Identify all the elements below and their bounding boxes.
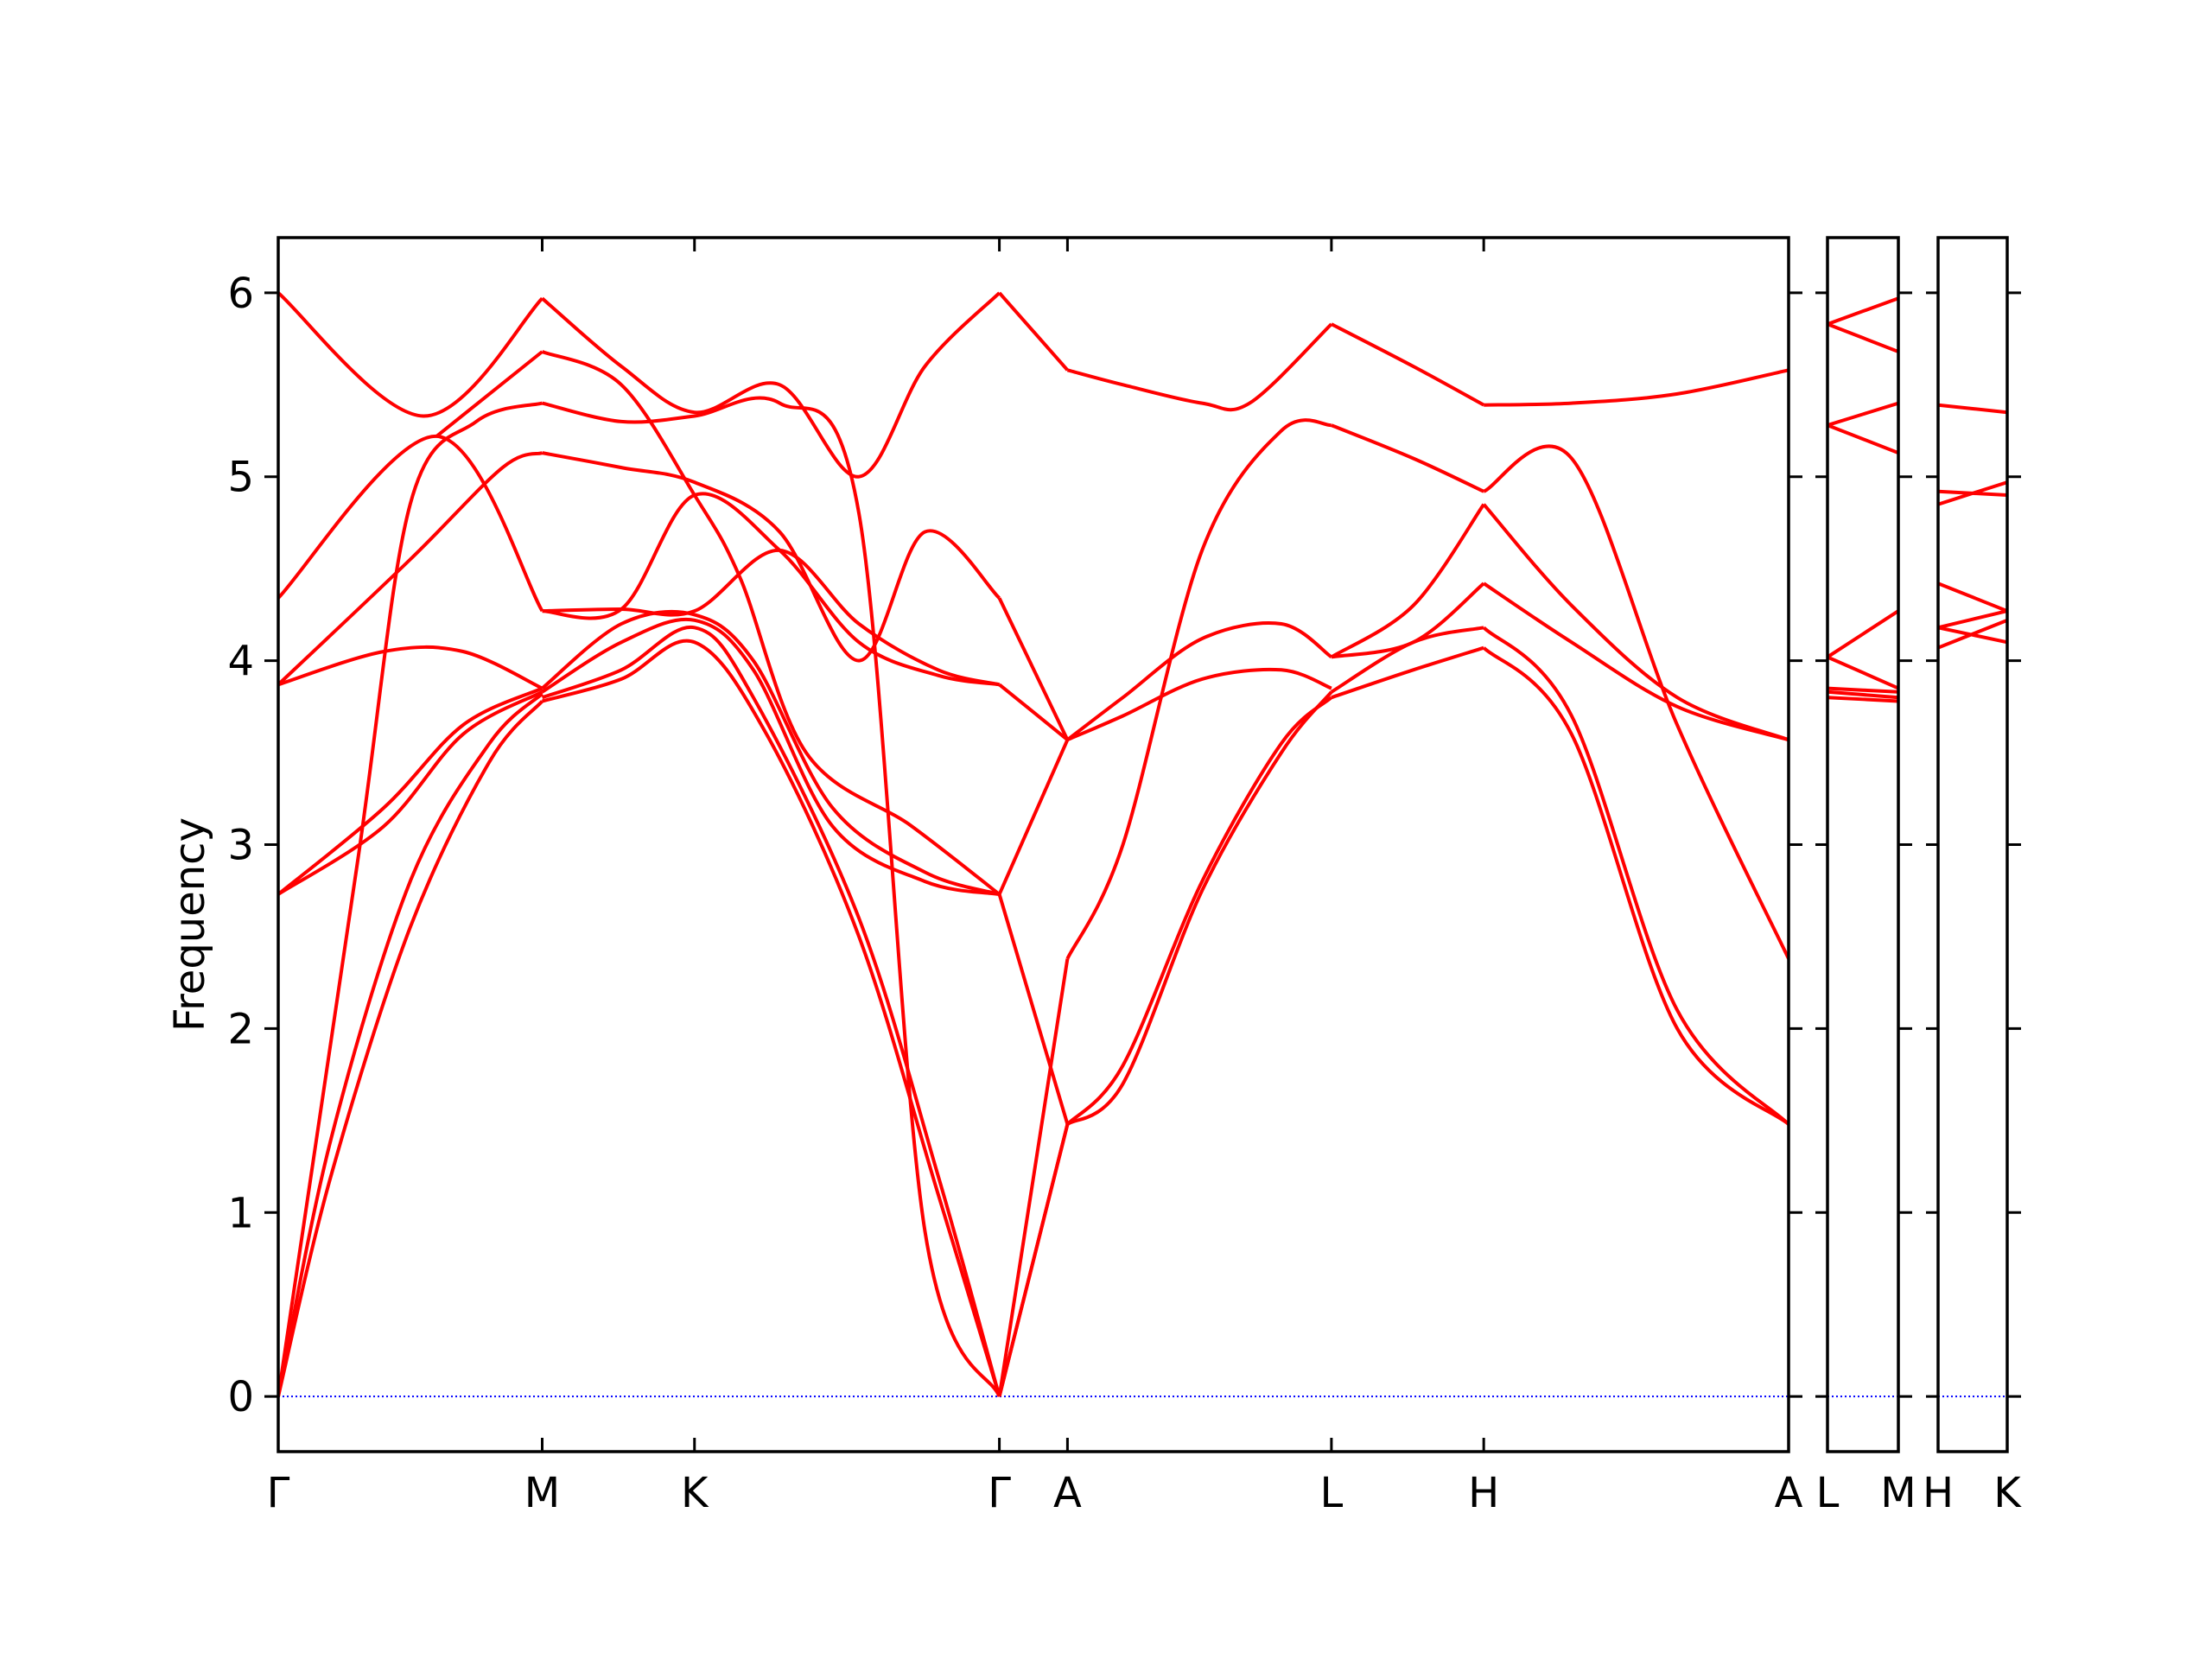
band-line (997, 597, 1070, 741)
band-line (1827, 296, 1898, 326)
band-line (1938, 582, 2007, 613)
y-tick-label: 2 (227, 1005, 254, 1053)
band-line (278, 690, 543, 896)
y-tick-label: 3 (227, 822, 254, 870)
band-line (997, 893, 1070, 1125)
band-line (1331, 645, 1484, 700)
panel-frame (1826, 236, 1900, 1453)
band-line (1827, 322, 1898, 353)
band-line (997, 1123, 1070, 1397)
band-line (997, 739, 1070, 895)
band-line (1938, 403, 2007, 415)
band-line (1482, 503, 1789, 742)
x-tick-label: Γ (988, 1469, 1011, 1517)
y-tick-label: 4 (227, 638, 254, 686)
band-line (278, 401, 543, 1397)
x-tick-label: L (1320, 1469, 1344, 1517)
band-line (542, 492, 1000, 687)
x-tick-label: M (524, 1469, 560, 1517)
band-line (541, 609, 1001, 896)
band-line (278, 645, 543, 690)
panel-frame (276, 236, 1790, 1453)
x-tick-label: A (1053, 1469, 1082, 1517)
y-tick-label: 5 (227, 454, 254, 502)
band-line (1827, 690, 1898, 700)
band-line (997, 958, 1070, 1397)
x-tick-label: K (1993, 1469, 2022, 1517)
band-line (541, 291, 1001, 479)
band-line (542, 396, 1001, 1397)
band-line (541, 639, 1001, 1397)
band-line (1066, 667, 1332, 742)
x-tick-label: K (681, 1469, 709, 1517)
band-line (1330, 322, 1485, 407)
band-line (542, 451, 1001, 663)
y-tick-label: 1 (227, 1189, 254, 1237)
band-line (1483, 582, 1789, 742)
band-line (1827, 609, 1898, 659)
band-line (1065, 418, 1332, 960)
band-line (998, 291, 1069, 372)
panel-frame (1936, 236, 2009, 1453)
band-line (278, 434, 544, 613)
band-line (1938, 626, 2007, 645)
band-line (1827, 686, 1898, 694)
band-line (278, 686, 543, 896)
band-line (1066, 690, 1333, 1126)
band-line (1066, 322, 1333, 412)
x-tick-label: A (1775, 1469, 1803, 1517)
band-line (278, 692, 543, 1397)
band-line (278, 451, 543, 686)
band-line (1938, 609, 2007, 630)
bands (278, 291, 1789, 1397)
band-line (1482, 626, 1789, 1126)
bands (1938, 403, 2007, 650)
band-line (1827, 423, 1898, 454)
band-line (1827, 655, 1898, 690)
x-tick-label: H (1923, 1469, 1954, 1517)
band-line (1066, 621, 1333, 741)
band-line (541, 625, 1001, 1397)
bands (1827, 296, 1898, 703)
band-line (278, 291, 543, 418)
y-axis-label: Frequency (166, 817, 214, 1032)
band-line (435, 350, 543, 438)
band-line (1827, 696, 1898, 703)
band-line (1827, 401, 1898, 428)
x-tick-label: M (1880, 1469, 1916, 1517)
band-line (1330, 503, 1485, 659)
band-line (1482, 646, 1789, 1126)
band-line (1938, 489, 2007, 497)
x-tick-label: Γ (267, 1469, 290, 1517)
band-line (1065, 696, 1333, 1126)
band-line (541, 617, 1000, 896)
band-line (1331, 423, 1485, 493)
band-line (1331, 582, 1485, 659)
y-tick-label: 6 (227, 270, 254, 318)
x-tick-label: H (1468, 1469, 1499, 1517)
band-line (1484, 368, 1789, 407)
y-tick-label: 0 (227, 1373, 254, 1421)
band-line (1483, 444, 1789, 960)
band-line (998, 683, 1069, 741)
band-line (541, 350, 1001, 896)
band-line (1330, 626, 1484, 694)
band-line (278, 700, 544, 1397)
x-tick-label: L (1816, 1469, 1840, 1517)
